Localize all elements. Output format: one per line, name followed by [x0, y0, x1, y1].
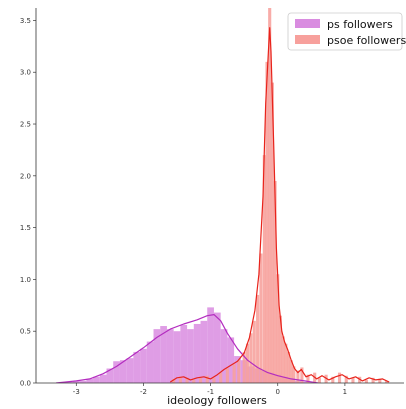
- y-tick-label: 2.0: [20, 172, 31, 180]
- hist-bar-psoe: [198, 377, 203, 383]
- hist-bar-psoe: [237, 360, 241, 383]
- hist-bar-psoe: [242, 351, 246, 383]
- hist-bar-ps: [180, 324, 188, 383]
- axes-layer: -3 -2 -1 0 1 0.0 0.5 1.0 1.5 2.0 2.5 3.0 3.5: [20, 8, 404, 396]
- hist-bar-psoe: [371, 377, 375, 383]
- hist-bar-ps: [66, 381, 73, 383]
- hist-bar-psoe: [384, 380, 389, 383]
- legend: ps followers psoe followers: [287, 12, 406, 51]
- hist-bar-psoe: [337, 372, 342, 383]
- x-axis-title: ideology followers: [167, 394, 267, 407]
- hist-bar-psoe: [192, 379, 196, 383]
- hist-bar-ps: [153, 329, 161, 383]
- legend-label-psoe: psoe followers: [327, 34, 406, 47]
- legend-swatch-ps: [295, 19, 320, 28]
- hist-bar-psoe: [249, 333, 253, 383]
- hist-bar-ps: [113, 361, 120, 383]
- hist-bar-psoe: [284, 343, 288, 383]
- hist-bar-psoe: [262, 155, 266, 383]
- hist-bar-psoe: [281, 336, 285, 383]
- hist-bar-psoe: [378, 378, 382, 383]
- hist-bar-psoe: [225, 368, 229, 383]
- hist-bar-ps: [200, 320, 208, 383]
- hist-bar-psoe: [273, 180, 277, 383]
- hist-bar-psoe: [344, 375, 348, 383]
- hist-bar-ps: [166, 329, 174, 383]
- y-tick-label: 3.5: [20, 17, 31, 25]
- kde-line-ps: [56, 314, 319, 383]
- hist-bar-ps: [193, 323, 201, 383]
- x-tick-label: 0: [276, 388, 280, 396]
- x-tick-label: -3: [73, 388, 80, 396]
- bars-layer: [59, 8, 389, 383]
- hist-bar-ps: [227, 337, 235, 383]
- hist-bar-ps: [126, 358, 134, 383]
- y-tick-label: 1.0: [20, 276, 31, 284]
- hist-bar-ps: [79, 380, 87, 383]
- hist-bar-ps: [301, 381, 308, 383]
- hist-bar-psoe: [292, 366, 296, 383]
- y-tick-label: 0.5: [20, 328, 31, 336]
- y-tick-label: 1.5: [20, 224, 31, 232]
- hist-bar-ps: [99, 374, 107, 383]
- hist-bar-psoe: [351, 377, 355, 383]
- hist-bar-psoe: [259, 253, 263, 383]
- kde-line-psoe: [169, 27, 390, 383]
- x-tick-label: 1: [343, 388, 347, 396]
- hist-bar-psoe: [219, 372, 223, 383]
- hist-bar-psoe: [256, 294, 260, 383]
- hist-bar-psoe: [286, 351, 291, 383]
- hist-bar-ps: [119, 360, 127, 383]
- hist-bar-psoe: [205, 375, 209, 383]
- hist-bar-psoe: [317, 377, 321, 383]
- hist-bar-psoe: [172, 378, 176, 383]
- hist-bar-ps: [146, 341, 154, 383]
- hist-bar-psoe: [270, 82, 274, 383]
- hist-bar-ps: [86, 378, 94, 383]
- hist-bar-ps: [106, 368, 114, 383]
- hist-bar-psoe: [278, 315, 282, 383]
- kde-lines-layer: [56, 27, 390, 383]
- x-tick-label: -1: [207, 388, 214, 396]
- y-tick-label: 3.0: [20, 69, 31, 77]
- hist-bar-psoe: [289, 360, 293, 383]
- hist-bar-ps: [133, 351, 141, 383]
- hist-bar-ps: [93, 376, 100, 383]
- x-tick-label: -2: [140, 388, 147, 396]
- hist-bar-ps: [187, 329, 194, 383]
- legend-label-ps: ps followers: [327, 18, 393, 31]
- hist-bar-ps: [140, 348, 147, 383]
- hist-bar-psoe: [185, 377, 189, 383]
- hist-bar-psoe: [296, 370, 300, 383]
- hist-bar-psoe: [364, 379, 368, 383]
- hist-bar-ps: [220, 329, 228, 383]
- hist-bar-psoe: [331, 376, 335, 383]
- hist-bar-psoe: [178, 376, 182, 383]
- hist-bar-psoe: [306, 374, 310, 383]
- hist-bar-psoe: [232, 364, 236, 383]
- hist-bar-ps: [173, 331, 181, 383]
- hist-bar-ps: [72, 380, 80, 383]
- y-tick-label: 0.0: [20, 380, 31, 388]
- hist-bar-psoe: [265, 61, 269, 383]
- hist-bar-ps: [207, 307, 214, 383]
- hist-bar-ps: [160, 326, 167, 383]
- hist-bar-psoe: [300, 367, 304, 383]
- hist-bar-psoe: [245, 343, 250, 383]
- y-tick-label: 2.5: [20, 121, 31, 129]
- hist-bar-ps: [213, 312, 221, 383]
- hist-bar-psoe: [252, 320, 256, 383]
- legend-swatch-psoe: [295, 35, 320, 44]
- hist-bar-psoe: [212, 377, 216, 383]
- hist-bar-psoe: [268, 8, 272, 383]
- hist-bar-psoe: [276, 274, 280, 383]
